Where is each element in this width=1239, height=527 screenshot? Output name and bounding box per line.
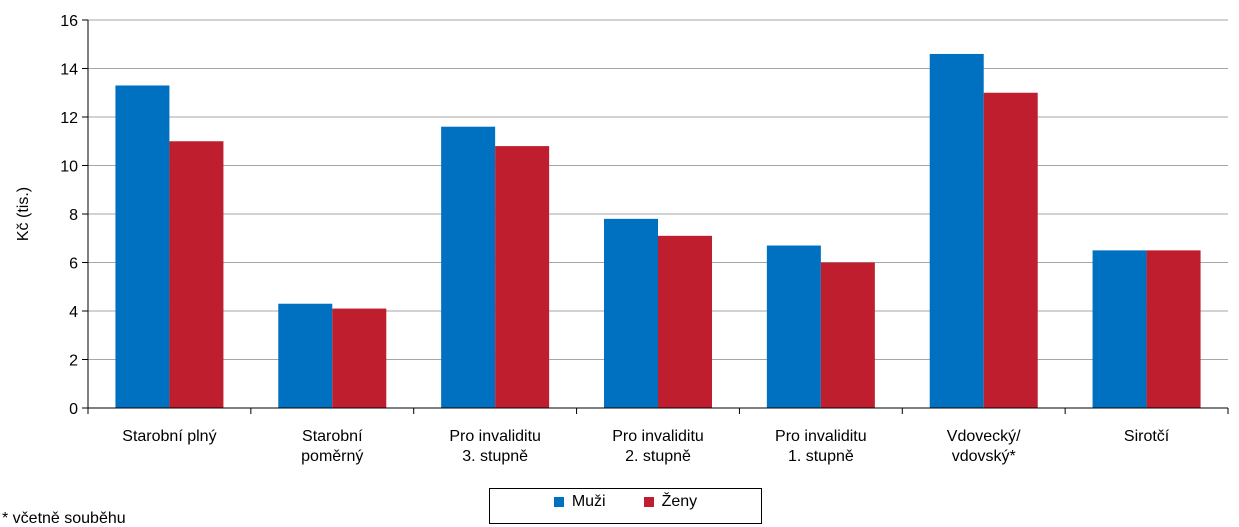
x-tick-label: Sirotčí bbox=[1124, 428, 1170, 445]
x-tick-label: 1. stupně bbox=[788, 448, 854, 465]
y-tick-label: 10 bbox=[60, 159, 78, 176]
x-tick-label: vdovský* bbox=[952, 448, 1016, 465]
bar--eny-5 bbox=[983, 92, 1038, 408]
y-tick-label: 6 bbox=[69, 256, 78, 273]
bar-mu-i-3 bbox=[604, 218, 658, 408]
bar-mu-i-2 bbox=[441, 126, 496, 408]
bar--eny-0 bbox=[169, 141, 224, 408]
bar-mu-i-4 bbox=[766, 245, 821, 408]
bar--eny-3 bbox=[658, 235, 712, 408]
bar-mu-i-1 bbox=[278, 303, 333, 408]
legend-label: Muži bbox=[571, 493, 606, 510]
bar--eny-4 bbox=[820, 262, 875, 408]
legend-swatch bbox=[553, 497, 564, 507]
x-tick-label: 2. stupně bbox=[625, 448, 691, 465]
y-tick-label: 16 bbox=[60, 13, 78, 30]
y-tick-label: 8 bbox=[69, 207, 78, 224]
x-tick-label: Vdovecký/ bbox=[947, 428, 1021, 445]
x-tick-label: poměrný bbox=[301, 448, 363, 465]
legend-label: Ženy bbox=[661, 493, 698, 510]
x-tick-label: Starobní bbox=[302, 428, 363, 445]
x-tick-label: Pro invaliditu bbox=[449, 428, 541, 445]
bar-mu-i-0 bbox=[115, 85, 170, 408]
y-tick-label: 12 bbox=[60, 110, 78, 127]
x-tick-label: Pro invaliditu bbox=[775, 428, 867, 445]
footnote: * včetně souběhu bbox=[2, 510, 126, 527]
y-tick-label: 4 bbox=[69, 304, 78, 321]
bar--eny-6 bbox=[1146, 250, 1201, 408]
bar--eny-2 bbox=[495, 146, 550, 408]
legend-swatch bbox=[643, 497, 654, 507]
bar-mu-i-5 bbox=[929, 53, 984, 408]
legend-item: Muži bbox=[553, 493, 606, 511]
y-tick-label: 2 bbox=[69, 353, 78, 370]
x-tick-label: Starobní plný bbox=[122, 428, 216, 445]
legend: Muži Ženy bbox=[489, 488, 762, 524]
legend-item: Ženy bbox=[643, 493, 698, 511]
y-tick-label: 14 bbox=[60, 62, 78, 79]
y-tick-label: 0 bbox=[69, 401, 78, 418]
bar-mu-i-6 bbox=[1092, 250, 1147, 408]
bar--eny-1 bbox=[332, 308, 387, 408]
y-axis-title: Kč (tis.) bbox=[15, 187, 32, 241]
x-tick-label: Pro invaliditu bbox=[612, 428, 704, 445]
x-tick-label: 3. stupně bbox=[462, 448, 528, 465]
